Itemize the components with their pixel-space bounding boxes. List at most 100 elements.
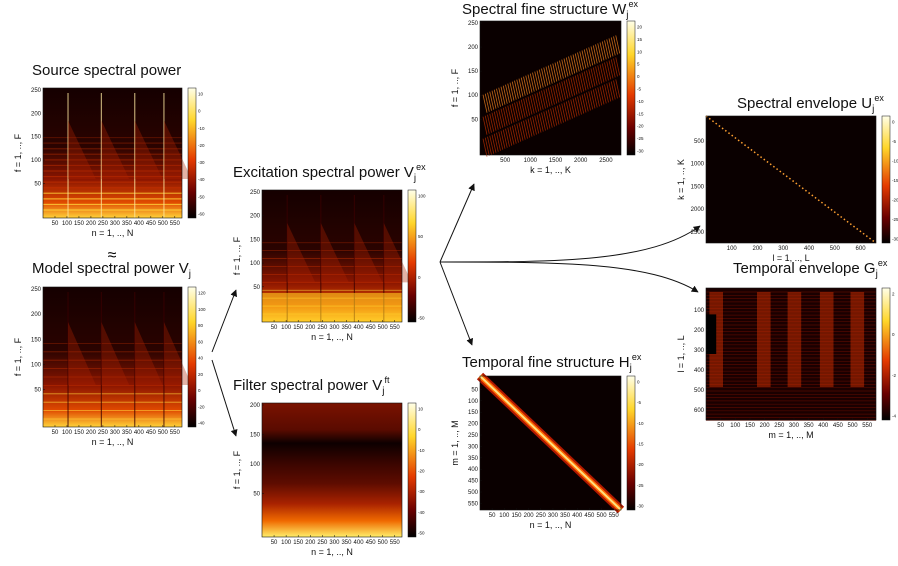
heatmap-stroke	[592, 67, 598, 86]
heatmap-stroke	[545, 66, 551, 85]
heatmap-stroke	[507, 127, 513, 146]
heatmap-stroke	[505, 84, 510, 103]
heatmap-stroke	[599, 64, 605, 83]
heatmap-cell	[850, 292, 865, 388]
colorbar-tick-label: -20	[418, 469, 425, 474]
arrows	[211, 183, 701, 437]
x-tick-label: 50	[717, 423, 724, 429]
x-tick-label: 250	[774, 423, 785, 429]
x-tick-label: 150	[745, 423, 756, 429]
colorbar-tick-label: -5	[637, 400, 641, 405]
heatmap-stroke	[502, 107, 508, 126]
heatmap-stroke	[509, 82, 515, 101]
heatmap-stroke	[484, 137, 490, 156]
heatmap-stroke	[590, 68, 596, 87]
heatmap-stroke	[590, 46, 596, 65]
title-sub: j	[381, 386, 384, 397]
heatmap-stroke	[493, 133, 499, 152]
heatmap-stroke	[586, 92, 591, 111]
heatmap-stroke	[561, 81, 567, 100]
colorbar	[881, 287, 891, 421]
heatmap-cell	[819, 292, 834, 388]
colorbar-tick-label: -30	[198, 160, 205, 165]
heatmap-stroke	[610, 81, 616, 100]
heatmap-stroke	[527, 118, 533, 137]
colorbar-tick-label: -5	[637, 87, 641, 92]
colorbar-tick-label: 0	[892, 332, 895, 337]
y-tick-label: 150	[468, 69, 479, 75]
colorbar-tick-label: -30	[892, 237, 898, 242]
heatmap-stroke	[606, 39, 612, 58]
heatmap-stroke	[534, 71, 540, 90]
heatmap-stroke	[516, 101, 522, 120]
heatmap-stroke	[525, 97, 531, 116]
y-tick-label: 200	[694, 328, 705, 334]
y-tick-label: 600	[694, 408, 705, 414]
y-tick-label: 500	[468, 490, 479, 496]
plot-frame	[261, 402, 403, 538]
y-tick-label: 400	[468, 467, 479, 473]
colorbar	[407, 402, 417, 538]
x-tick-label: 250	[98, 221, 109, 227]
title-text: Source spectral power	[32, 62, 181, 79]
heatmap-stroke	[496, 88, 501, 107]
heatmap-stroke	[498, 87, 504, 106]
heatmap-stroke	[536, 70, 542, 89]
heatmap-cell	[787, 292, 802, 388]
heatmap-stroke	[601, 41, 607, 60]
heatmap-stroke	[595, 66, 600, 85]
x-tick-label: 450	[584, 513, 595, 519]
x-tick-label: 450	[146, 430, 157, 436]
y-tick-label: 150	[31, 135, 42, 141]
title-sub: j	[625, 10, 628, 21]
heatmap-stroke	[502, 85, 508, 104]
heatmap-stroke	[541, 112, 546, 131]
y-tick-label: 200	[250, 214, 261, 220]
heatmap-stroke	[500, 108, 506, 127]
heatmap-stroke	[606, 83, 612, 102]
x-axis-label: n = 1, .., N	[92, 437, 134, 447]
x-tick-label: 350	[122, 221, 133, 227]
x-tick-label: 150	[511, 513, 522, 519]
x-tick-label: 400	[354, 325, 365, 331]
heatmap-stroke	[604, 40, 609, 59]
heatmap-stroke	[608, 82, 614, 101]
heatmap-stroke	[489, 91, 495, 110]
heatmap-stroke	[577, 52, 582, 71]
heatmap-stroke	[559, 60, 564, 79]
panel-title: Spectral fine structure Wjex	[462, 0, 638, 21]
x-tick-label: 550	[390, 540, 401, 546]
x-axis-label: n = 1, .., N	[311, 547, 353, 557]
x-tick-label: 50	[271, 325, 278, 331]
title-sup: ex	[632, 352, 642, 362]
heatmap-stroke	[608, 60, 614, 79]
heatmap-stroke	[487, 136, 492, 155]
heatmap-stroke	[590, 90, 596, 109]
y-tick-label: 150	[468, 410, 479, 416]
heatmap-stroke	[583, 71, 589, 90]
x-tick-label: 250	[317, 325, 328, 331]
colorbar-tick-label: 10	[637, 49, 643, 54]
arrow	[439, 183, 475, 263]
colorbar-tick-label: -15	[892, 178, 898, 183]
heatmap-stroke	[574, 75, 580, 94]
x-tick-label: 400	[572, 513, 583, 519]
panel-title: Temporal fine structure Hjex	[462, 352, 642, 374]
heatmap-stroke	[529, 95, 535, 114]
title-text: Spectral fine structure W	[462, 1, 627, 18]
colorbar-tick-label: 5	[637, 62, 640, 67]
heatmap-stroke	[534, 115, 540, 134]
heatmap-stroke	[583, 49, 589, 68]
heatmap-stroke	[383, 223, 412, 283]
colorbar-tick-label: 10	[418, 407, 424, 412]
colorbar-tick-label: -30	[637, 504, 644, 509]
y-tick-label: 200	[31, 111, 42, 117]
y-tick-label: 1500	[691, 184, 705, 190]
panel-title: Excitation spectral power Vjex	[233, 162, 426, 184]
x-tick-label: 100	[727, 246, 738, 252]
heatmap-stroke	[547, 87, 553, 106]
heatmap-stroke	[534, 93, 540, 112]
heatmap-stroke	[541, 90, 546, 109]
